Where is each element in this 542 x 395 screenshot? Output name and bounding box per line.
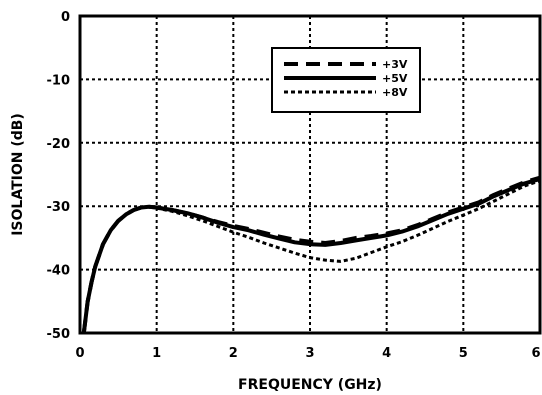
x-tick-label: 1 bbox=[152, 346, 161, 361]
series-line-5v bbox=[81, 176, 541, 334]
x-axis-label: FREQUENCY (GHz) bbox=[238, 377, 382, 393]
legend: +3V+5V+8V bbox=[271, 47, 421, 113]
x-tick-label: 3 bbox=[305, 346, 314, 361]
tick-labels: 0 1 2 3 4 5 6 0 -10 -20 -30 -40 -50 bbox=[47, 10, 541, 361]
y-tick-label: 0 bbox=[61, 10, 70, 25]
y-tick-label: -10 bbox=[47, 73, 71, 88]
y-tick-label: -30 bbox=[47, 200, 71, 215]
legend-label: +8V bbox=[382, 86, 408, 99]
series-line-8v bbox=[82, 179, 541, 334]
x-tick-label: 2 bbox=[229, 346, 238, 361]
y-tick-label: -40 bbox=[47, 264, 71, 279]
x-tick-label: 5 bbox=[459, 346, 468, 361]
y-tick-label: -50 bbox=[47, 327, 71, 342]
legend-label: +5V bbox=[382, 72, 408, 85]
x-tick-label: 4 bbox=[382, 346, 391, 361]
series-group bbox=[81, 175, 541, 334]
plot-frame bbox=[78, 14, 542, 335]
y-tick-label: -20 bbox=[47, 137, 71, 152]
y-axis-label: ISOLATION (dB) bbox=[10, 113, 26, 236]
legend-label: +3V bbox=[382, 58, 408, 71]
x-tick-label: 0 bbox=[75, 346, 84, 361]
series-line-3v bbox=[81, 175, 541, 334]
x-tick-label: 6 bbox=[531, 346, 540, 361]
